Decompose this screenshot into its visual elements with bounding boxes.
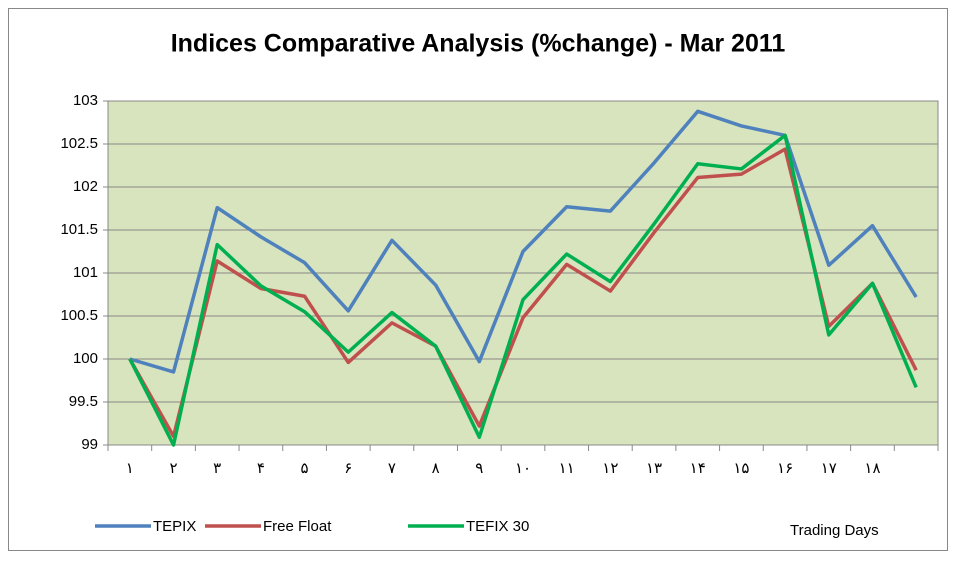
legend-label: TEPIX [153, 518, 196, 535]
series-line [128, 147, 918, 439]
y-tick-label: 101.5 [60, 221, 98, 238]
x-tick-label: ۱۲ [602, 460, 618, 477]
x-tick-label: ۱۶ [777, 460, 793, 477]
x-tick-label: ۱۱ [559, 460, 575, 477]
y-tick-label: 100 [73, 350, 98, 367]
x-tick-label: ۸ [432, 460, 440, 477]
x-tick-label: ۲ [169, 460, 177, 477]
x-tick-label: ۱۴ [690, 460, 706, 477]
x-tick-label: ۶ [344, 460, 352, 477]
x-axis-label: Trading Days [790, 522, 879, 539]
y-tick-label: 99.5 [69, 393, 98, 410]
y-tick-label: 103 [73, 92, 98, 109]
y-tick-label: 102 [73, 178, 98, 195]
x-tick-label: ۱۰ [515, 460, 531, 477]
legend-label: Free Float [263, 518, 332, 535]
y-tick-label: 99 [81, 436, 98, 453]
x-tick-label: ۴ [257, 460, 265, 477]
series-line [128, 133, 918, 447]
x-tick-label: ۱۳ [646, 460, 662, 477]
chart-title: Indices Comparative Analysis (%change) -… [171, 30, 786, 58]
x-tick-label: ۱۵ [733, 460, 749, 477]
x-tick-label: ۳ [213, 460, 221, 477]
x-tick-label: ۹ [475, 460, 483, 477]
y-tick-label: 100.5 [60, 307, 98, 324]
x-tick-label: ۱۸ [864, 460, 880, 477]
legend-label: TEFIX 30 [466, 518, 529, 535]
y-tick-label: 102.5 [60, 135, 98, 152]
x-tick-label: ۱ [126, 460, 134, 477]
x-tick-label: ۵ [301, 460, 309, 477]
y-tick-label: 101 [73, 264, 98, 281]
x-tick-label: ۷ [388, 460, 396, 477]
x-tick-label: ۱۷ [821, 460, 837, 477]
